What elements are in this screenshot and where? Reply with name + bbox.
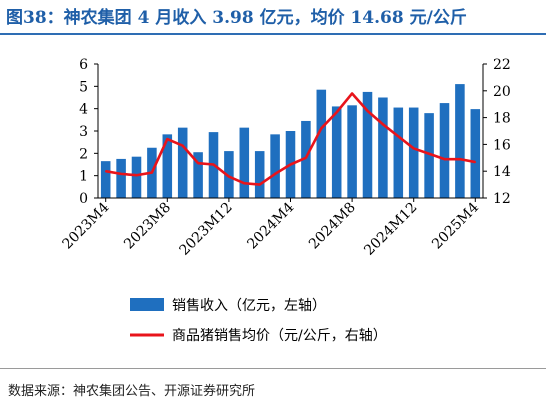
revenue-bar xyxy=(162,134,173,198)
price-point xyxy=(335,111,338,114)
left-tick-label: 6 xyxy=(79,57,88,73)
price-point xyxy=(197,162,199,164)
right-tick-label: 14 xyxy=(493,164,511,180)
revenue-bar xyxy=(408,107,419,198)
price-point xyxy=(366,110,369,112)
price-point xyxy=(459,158,461,160)
revenue-bars xyxy=(100,84,481,198)
price-point xyxy=(135,174,138,177)
x-tick-label: 2023M8 xyxy=(121,200,174,253)
left-tick-label: 2 xyxy=(79,146,88,162)
left-tick-label: 4 xyxy=(79,102,88,118)
price-point xyxy=(274,173,276,175)
source-divider xyxy=(0,368,546,369)
price-point xyxy=(443,158,446,160)
x-tick-label: 2023M12 xyxy=(176,200,235,259)
price-line xyxy=(104,92,477,186)
revenue-bar xyxy=(393,107,404,198)
left-tick-label: 0 xyxy=(79,191,88,207)
title-divider xyxy=(0,33,546,35)
price-point xyxy=(120,173,122,175)
right-tick-label: 18 xyxy=(493,111,511,127)
x-tick-label: 2024M4 xyxy=(244,199,297,252)
revenue-bar xyxy=(239,127,250,198)
price-point xyxy=(228,175,230,178)
source-note: 数据来源：神农集团公告、开源证券研究所 xyxy=(8,384,256,399)
legend-revenue-swatch xyxy=(130,298,164,311)
price-point xyxy=(166,138,169,140)
revenue-bar xyxy=(316,89,327,198)
revenue-bar xyxy=(301,120,311,198)
right-tick-label: 12 xyxy=(493,191,511,207)
price-point xyxy=(412,147,415,150)
left-tick-label: 1 xyxy=(79,169,88,185)
left-tick-label: 5 xyxy=(79,79,88,95)
price-point xyxy=(351,92,353,95)
x-tick-label: 2025M4 xyxy=(429,199,482,252)
price-point xyxy=(151,171,153,174)
price-point xyxy=(258,183,261,186)
price-point xyxy=(243,182,246,185)
price-point xyxy=(428,152,430,155)
price-point xyxy=(397,135,400,138)
revenue-bar xyxy=(193,152,203,198)
price-point xyxy=(181,144,184,147)
revenue-bar xyxy=(270,134,280,198)
price-point xyxy=(305,157,307,159)
x-axis-ticks: 2023M4 2023M8 2023M12 2024M4 2024M8 2024M12 20… xyxy=(60,198,482,259)
price-point xyxy=(212,163,215,166)
legend-revenue-label: 销售收入（亿元，左轴） xyxy=(172,298,326,314)
revenue-bar xyxy=(224,151,234,198)
revenue-bar xyxy=(455,84,465,198)
page-title: 图38：神农集团 4 月收入 3.98 亿元，均价 14.68 元/公斤 xyxy=(6,8,467,28)
right-axis-ticks: 12 14 16 18 20 22 xyxy=(483,57,511,207)
x-tick-label: 2024M12 xyxy=(361,200,420,259)
revenue-bar xyxy=(362,91,373,198)
revenue-bar xyxy=(424,113,434,198)
revenue-bar xyxy=(100,161,111,198)
revenue-bar xyxy=(131,156,142,198)
revenue-bar xyxy=(378,97,388,198)
legend: 销售收入（亿元，左轴） 商品猪销售均价（元/公斤，右轴） xyxy=(130,298,387,344)
revenue-bar xyxy=(331,106,342,198)
x-tick-label: 2024M8 xyxy=(306,200,359,253)
price-point xyxy=(382,123,384,126)
revenue-bar xyxy=(116,158,126,198)
right-tick-label: 22 xyxy=(493,57,511,73)
legend-price-label: 商品猪销售均价（元/公斤，右轴） xyxy=(172,328,387,344)
revenue-bar xyxy=(439,103,450,198)
revenue-bar xyxy=(254,151,265,198)
revenue-bar xyxy=(470,109,481,198)
right-tick-label: 20 xyxy=(493,84,511,100)
left-axis-ticks: 0 1 2 3 4 5 6 xyxy=(79,57,98,207)
revenue-bar xyxy=(347,105,357,198)
price-point xyxy=(104,170,107,172)
left-tick-label: 3 xyxy=(79,124,88,140)
revenue-bar xyxy=(177,127,188,198)
price-point xyxy=(474,161,477,163)
x-tick-label: 2023M4 xyxy=(60,199,113,252)
price-point xyxy=(320,127,323,130)
right-tick-label: 16 xyxy=(493,137,511,153)
price-point xyxy=(289,163,292,166)
